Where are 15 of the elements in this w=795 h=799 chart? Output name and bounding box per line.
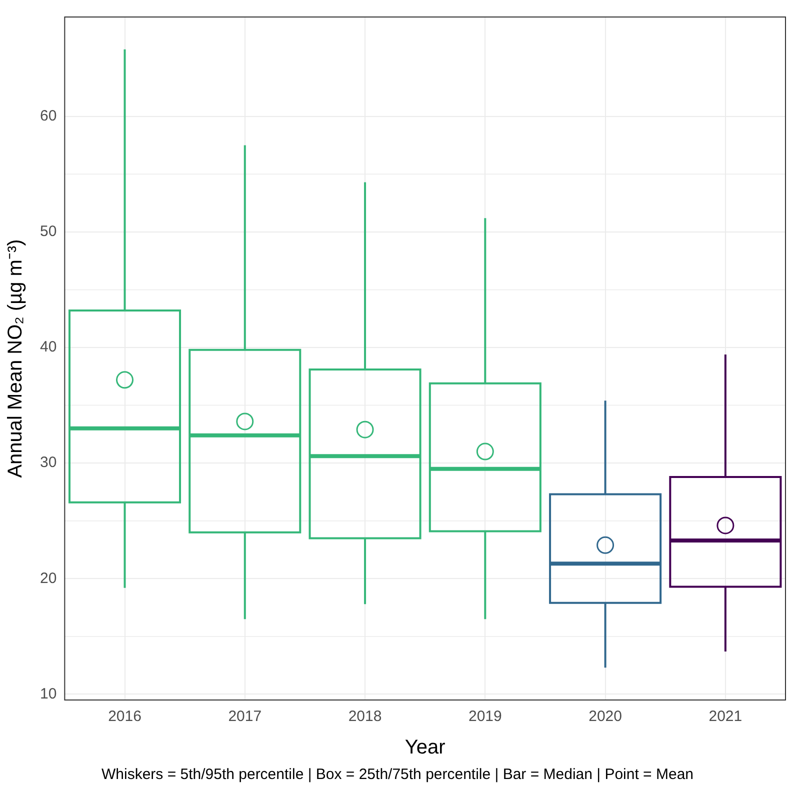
- x-tick-label: 2017: [228, 708, 262, 726]
- y-tick-label: 60: [40, 108, 57, 125]
- x-tick-label: 2021: [708, 708, 742, 726]
- x-tick-label: 2018: [348, 708, 382, 726]
- x-axis-title: Year: [404, 736, 446, 759]
- y-tick-label: 50: [40, 223, 57, 240]
- y-tick-label: 20: [40, 570, 57, 587]
- y-axis-title: Annual Mean NO₂ (µg m⁻³): [4, 239, 27, 478]
- x-tick-label: 2016: [108, 708, 142, 726]
- x-tick-label: 2020: [588, 708, 622, 726]
- y-tick-label: 30: [40, 454, 57, 472]
- x-tick-label: 2019: [468, 708, 502, 726]
- text: Whiskers = 5th/95th percentile | Box = 25th/75th percentile | Bar = Median | Point = Mean: [100, 766, 695, 783]
- y-tick-label: 10: [40, 685, 57, 702]
- y-tick-label: 40: [40, 338, 57, 356]
